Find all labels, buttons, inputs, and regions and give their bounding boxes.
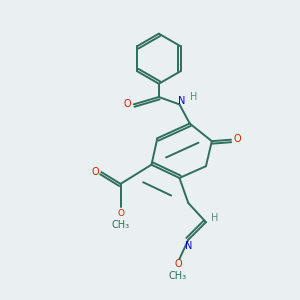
Text: O: O [174,259,182,269]
Text: O: O [234,134,241,144]
Text: N: N [178,96,185,106]
Text: O: O [124,99,131,109]
Text: N: N [184,241,192,251]
Text: CH₃: CH₃ [169,271,187,281]
Text: CH₃: CH₃ [112,220,130,230]
Text: H: H [190,92,198,102]
Text: O: O [91,167,99,177]
Text: O: O [117,209,124,218]
Text: H: H [211,213,218,223]
